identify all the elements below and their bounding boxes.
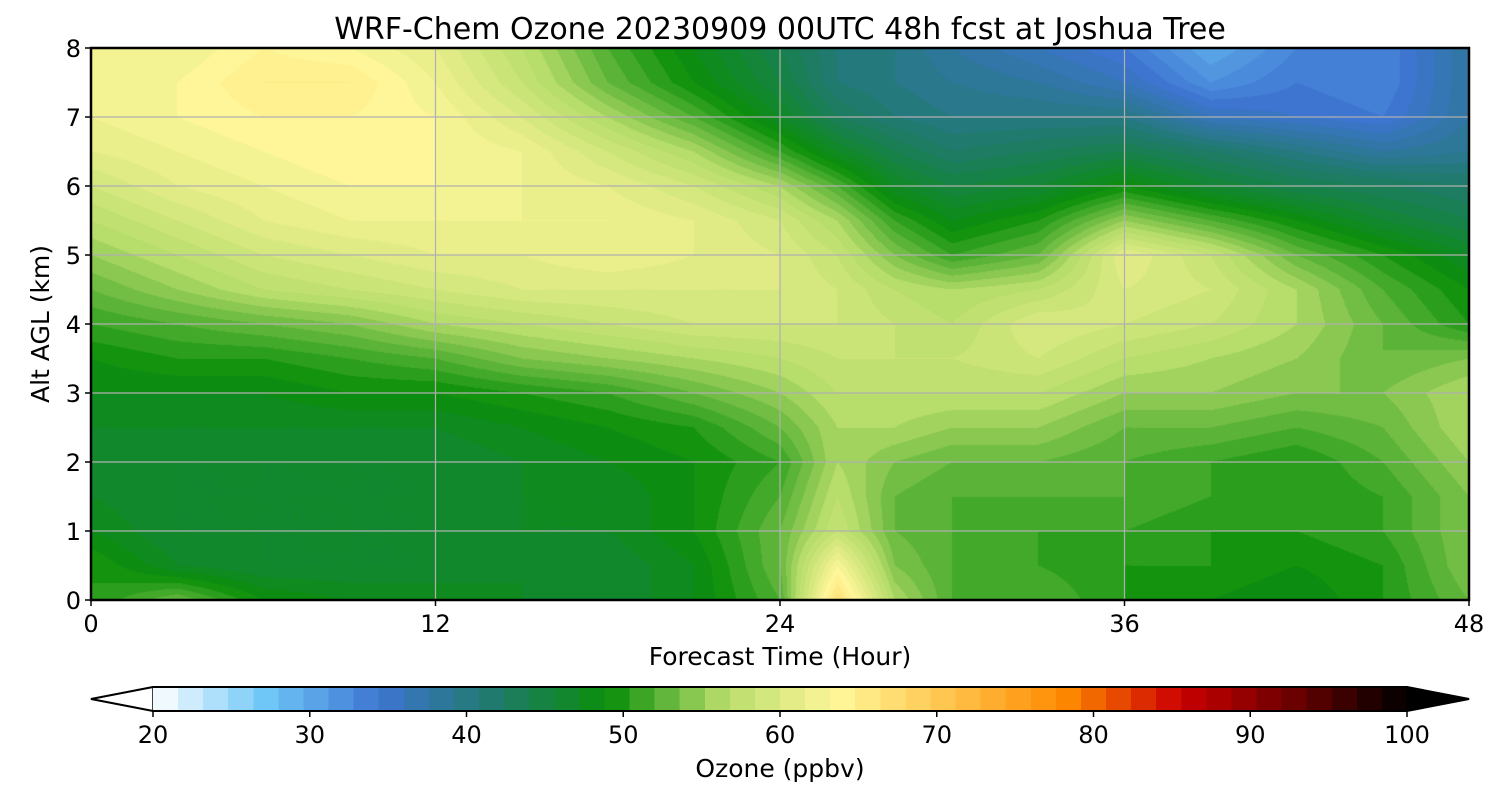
colorbar-tick-label: 40 (451, 721, 482, 749)
chart-title: WRF-Chem Ozone 20230909 00UTC 48h fcst a… (334, 12, 1226, 47)
colorbar-tick-label: 90 (1235, 721, 1266, 749)
x-axis-ticks: 0 12 24 36 48 (83, 600, 1484, 638)
y-tick-label: 2 (66, 449, 81, 477)
colorbar-tick-label: 80 (1078, 721, 1109, 749)
colorbar-tick-label: 30 (294, 721, 325, 749)
colorbar-lower-extension (90, 686, 154, 712)
x-tick-label: 0 (83, 610, 98, 638)
y-tick-label: 6 (66, 173, 81, 201)
colorbar-tick-label: 70 (921, 721, 952, 749)
x-tick-label: 24 (765, 610, 796, 638)
x-tick-label: 12 (420, 610, 451, 638)
colorbar-tick-label: 100 (1384, 721, 1430, 749)
y-axis-label: Alt AGL (km) (26, 245, 55, 403)
colorbar-tick-label: 60 (765, 721, 796, 749)
y-axis-ticks: 0 1 2 3 4 5 6 7 8 (66, 35, 91, 615)
y-tick-label: 7 (66, 104, 81, 132)
grid-lines (91, 48, 1469, 600)
y-tick-label: 1 (66, 518, 81, 546)
colorbar-tick-label: 20 (138, 721, 169, 749)
y-tick-label: 0 (66, 587, 81, 615)
colorbar: 20 30 40 50 60 70 80 90 100 (90, 686, 1470, 749)
colorbar-ticks: 20 30 40 50 60 70 80 90 100 (138, 711, 1430, 749)
x-tick-label: 48 (1454, 610, 1485, 638)
x-axis-label: Forecast Time (Hour) (649, 642, 912, 671)
colorbar-upper-extension (1406, 686, 1470, 712)
colorbar-body (153, 687, 1407, 711)
plot-area (89, 46, 1471, 602)
y-tick-label: 8 (66, 35, 81, 63)
colorbar-label: Ozone (ppbv) (695, 754, 864, 783)
colorbar-tick-label: 50 (608, 721, 639, 749)
y-tick-label: 4 (66, 311, 81, 339)
y-tick-label: 5 (66, 242, 81, 270)
x-tick-label: 36 (1109, 610, 1140, 638)
y-tick-label: 3 (66, 380, 81, 408)
